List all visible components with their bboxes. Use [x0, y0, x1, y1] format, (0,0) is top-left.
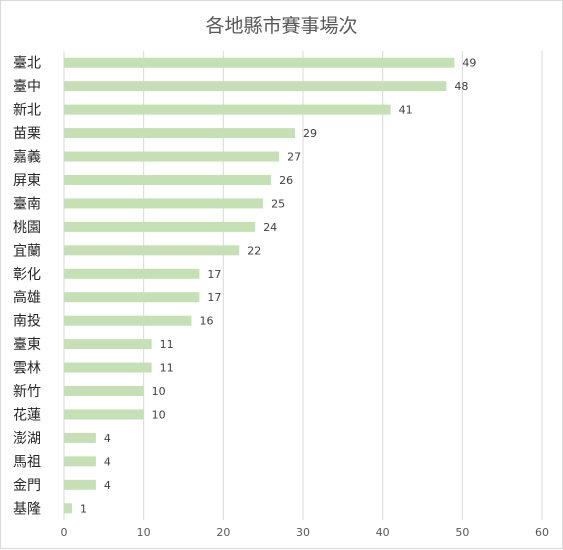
- bar: [64, 151, 280, 162]
- data-label: 1: [80, 502, 87, 515]
- bar: [64, 57, 455, 68]
- bar: [64, 198, 264, 209]
- category-label: 宜蘭: [13, 243, 41, 259]
- category-label: 基隆: [13, 500, 41, 517]
- category-label: 澎湖: [13, 431, 41, 447]
- bar: [64, 268, 200, 279]
- data-label: 16: [199, 315, 213, 328]
- bar: [64, 339, 152, 350]
- chart-title: 各地縣市賽事場次: [205, 15, 358, 37]
- bar: [64, 245, 240, 256]
- bar: [64, 104, 391, 115]
- category-label: 臺東: [13, 337, 41, 353]
- bar: [64, 432, 96, 443]
- bar: [64, 128, 296, 139]
- bar: [64, 503, 72, 514]
- data-label: 17: [207, 291, 221, 304]
- bar: [64, 315, 192, 326]
- x-tick-label: 10: [137, 526, 151, 539]
- data-label: 29: [303, 127, 317, 140]
- bar: [64, 362, 152, 373]
- bar: [64, 479, 96, 490]
- category-label: 高雄: [13, 289, 41, 306]
- data-label: 17: [207, 268, 221, 281]
- bar: [64, 81, 447, 92]
- category-label: 花蓮: [13, 407, 41, 423]
- category-label: 南投: [13, 314, 41, 330]
- category-label: 臺北: [13, 56, 41, 72]
- data-label: 11: [160, 338, 174, 351]
- bar: [64, 292, 200, 303]
- category-label: 苗栗: [13, 126, 41, 142]
- data-label: 10: [152, 408, 166, 421]
- data-label: 22: [247, 244, 261, 257]
- data-label: 49: [462, 57, 476, 70]
- data-label: 11: [160, 362, 174, 375]
- bar: [64, 221, 256, 232]
- category-label: 馬祖: [13, 454, 41, 470]
- data-label: 25: [271, 197, 285, 210]
- x-tick-label: 20: [216, 526, 230, 539]
- data-label: 4: [104, 479, 111, 492]
- data-label: 48: [454, 80, 468, 93]
- category-label: 臺中: [13, 79, 41, 95]
- category-label: 彰化: [13, 266, 41, 283]
- data-label: 24: [263, 221, 277, 234]
- data-label: 41: [399, 104, 413, 117]
- category-label: 新竹: [13, 384, 41, 400]
- bar: [64, 456, 96, 467]
- data-label: 4: [104, 432, 111, 445]
- bar: [64, 386, 144, 397]
- data-label: 4: [104, 455, 111, 468]
- category-label: 雲林: [13, 361, 41, 377]
- data-label: 27: [287, 151, 301, 164]
- category-label: 屏東: [13, 173, 41, 189]
- category-label: 臺南: [13, 196, 41, 212]
- category-label: 金門: [13, 478, 41, 494]
- data-label: 26: [279, 174, 293, 187]
- data-label: 10: [152, 385, 166, 398]
- x-tick-label: 60: [535, 526, 549, 539]
- bar: [64, 409, 144, 420]
- category-label: 新北: [13, 103, 41, 119]
- x-tick-label: 50: [455, 526, 469, 539]
- category-label: 嘉義: [13, 149, 41, 166]
- x-tick-label: 40: [376, 526, 390, 539]
- x-tick-label: 30: [296, 526, 310, 539]
- category-label: 桃園: [13, 220, 41, 236]
- x-tick-label: 0: [61, 526, 68, 539]
- bar: [64, 174, 272, 185]
